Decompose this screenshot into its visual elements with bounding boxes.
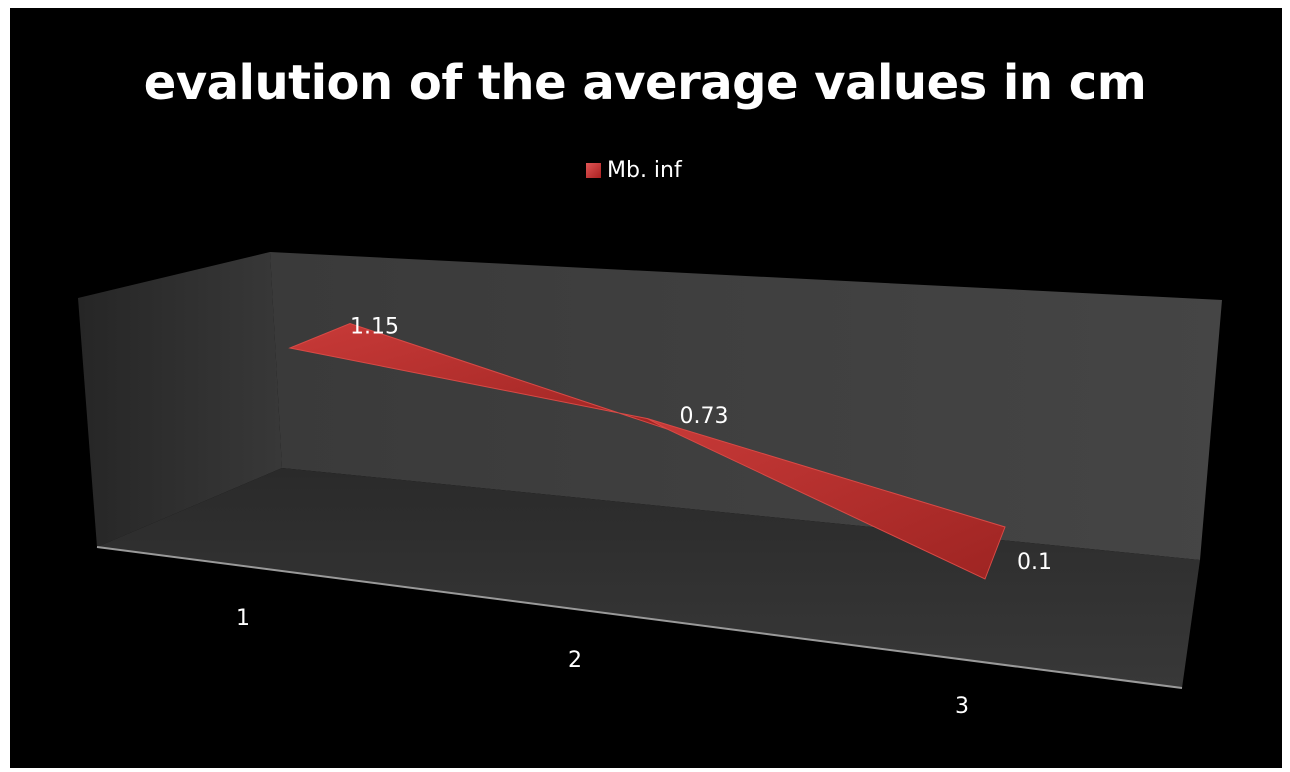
data-label-1: 1.15 bbox=[350, 315, 399, 340]
category-label-1: 1 bbox=[236, 606, 250, 631]
category-axis: 1 2 3 bbox=[236, 606, 969, 719]
data-label-2: 0.73 bbox=[680, 404, 729, 429]
category-label-3: 3 bbox=[955, 694, 969, 719]
data-label-3: 0.1 bbox=[1017, 550, 1052, 575]
ribbon-segment-2 bbox=[647, 418, 1006, 580]
floor bbox=[97, 468, 1200, 688]
chart-title: evalution of the average values in cm bbox=[143, 55, 1147, 111]
legend-swatch bbox=[586, 163, 601, 178]
floor-front-edge bbox=[96, 546, 1183, 689]
side-wall bbox=[78, 252, 282, 547]
legend-label: Mb. inf bbox=[607, 158, 682, 183]
series-ribbon bbox=[288, 322, 1006, 580]
legend: Mb. inf bbox=[586, 158, 682, 183]
category-label-2: 2 bbox=[568, 648, 582, 673]
back-wall bbox=[270, 252, 1222, 560]
data-labels: 1.15 0.73 0.1 bbox=[350, 315, 1052, 576]
